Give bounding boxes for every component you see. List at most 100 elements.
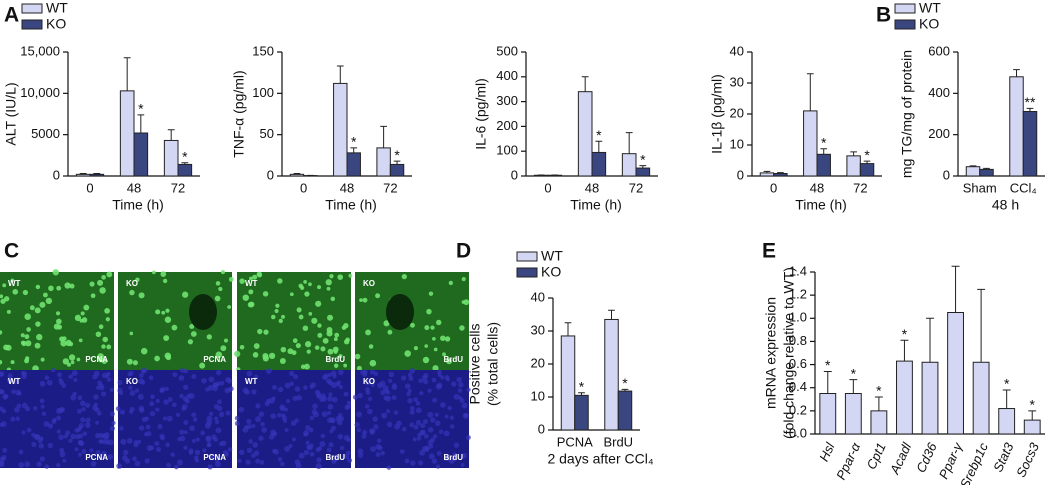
nucleus [343, 363, 348, 368]
nucleus [320, 346, 326, 352]
tile-stain: PCNA [85, 355, 108, 364]
nucleus [213, 382, 218, 388]
nucleus [409, 406, 415, 411]
nucleus [35, 284, 41, 290]
nucleus [364, 379, 371, 386]
bar [1022, 111, 1038, 177]
nucleus [107, 454, 114, 460]
nucleus [401, 426, 407, 432]
nucleus [337, 433, 344, 440]
nucleus [26, 427, 32, 433]
nucleus [224, 387, 231, 394]
nucleus [377, 382, 383, 389]
y-tick-label: 40 [531, 289, 545, 304]
nucleus [25, 340, 32, 347]
error-bar [900, 339, 909, 362]
nucleus [239, 345, 245, 350]
nucleus [292, 338, 298, 344]
legend-label: WT [46, 0, 68, 16]
nucleus [0, 422, 4, 427]
nucleus [316, 392, 322, 398]
significance: * [182, 148, 188, 164]
error-bar [578, 392, 585, 396]
nucleus [361, 434, 367, 439]
nucleus [165, 308, 170, 313]
nucleus [331, 425, 336, 431]
nucleus [278, 318, 283, 324]
nucleus [253, 450, 260, 456]
nucleus [90, 293, 96, 299]
x-axis-label: 2 days after CCl₄ [547, 451, 653, 467]
nucleus [148, 375, 154, 381]
nucleus [4, 296, 10, 302]
nucleus [216, 405, 223, 412]
nucleus [440, 375, 445, 380]
nucleus [347, 457, 353, 463]
nucleus [436, 319, 442, 326]
nucleus [52, 269, 59, 276]
y-axis-label: Positive cells [467, 324, 483, 405]
nucleus [362, 297, 368, 303]
nucleus [146, 445, 153, 451]
nucleus [81, 449, 87, 454]
nucleus [155, 407, 160, 412]
nucleus [183, 419, 189, 425]
nucleus [183, 384, 189, 390]
nucleus [372, 416, 378, 422]
y-tick-label: 400 [496, 68, 518, 83]
nucleus [275, 303, 280, 308]
nucleus [194, 458, 199, 463]
nucleus [37, 438, 43, 444]
nucleus [281, 314, 285, 319]
nucleus [303, 363, 310, 370]
nucleus [327, 314, 334, 321]
y-axis-label: IL-6 (pg/ml) [473, 78, 489, 150]
nucleus [155, 309, 161, 315]
nucleus [338, 384, 343, 390]
nucleus [419, 391, 424, 396]
bar [921, 361, 939, 435]
nucleus [375, 293, 381, 299]
nucleus [285, 398, 291, 404]
nucleus [257, 328, 263, 335]
nucleus [331, 396, 338, 403]
nucleus [12, 289, 19, 295]
nucleus [396, 420, 402, 427]
error-bar [1026, 107, 1034, 112]
x-tick-label: Ppar-α [833, 440, 863, 482]
x-tick-label: 0 [770, 180, 777, 195]
nucleus [83, 304, 90, 311]
nucleus [182, 395, 189, 402]
nucleus [251, 424, 256, 429]
nucleus [24, 313, 32, 321]
x-tick-label: 0 [544, 180, 551, 195]
nucleus [463, 299, 470, 306]
nucleus [442, 352, 446, 357]
nucleus [404, 350, 411, 357]
nucleus [445, 377, 450, 382]
nucleus [289, 381, 295, 386]
nucleus [311, 409, 318, 415]
y-tick-label: 30 [531, 322, 545, 337]
nucleus [420, 423, 426, 429]
nucleus [106, 344, 112, 350]
nucleus [0, 360, 3, 365]
nucleus [134, 388, 140, 393]
nucleus [383, 320, 390, 327]
tile-genotype: KO [126, 279, 138, 288]
nucleus [327, 396, 333, 402]
nucleus [69, 283, 75, 289]
nucleus [430, 417, 436, 423]
nucleus [93, 394, 99, 400]
nucleus [303, 385, 308, 390]
nucleus [228, 276, 234, 282]
nucleus [317, 285, 322, 290]
y-tick-label: 0.2 [789, 402, 807, 417]
nucleus [68, 438, 73, 443]
panel-label: D [456, 240, 471, 263]
nucleus [274, 309, 279, 314]
nucleus [99, 287, 106, 294]
nucleus [161, 310, 166, 315]
nucleus [365, 387, 370, 392]
nucleus [319, 396, 325, 402]
